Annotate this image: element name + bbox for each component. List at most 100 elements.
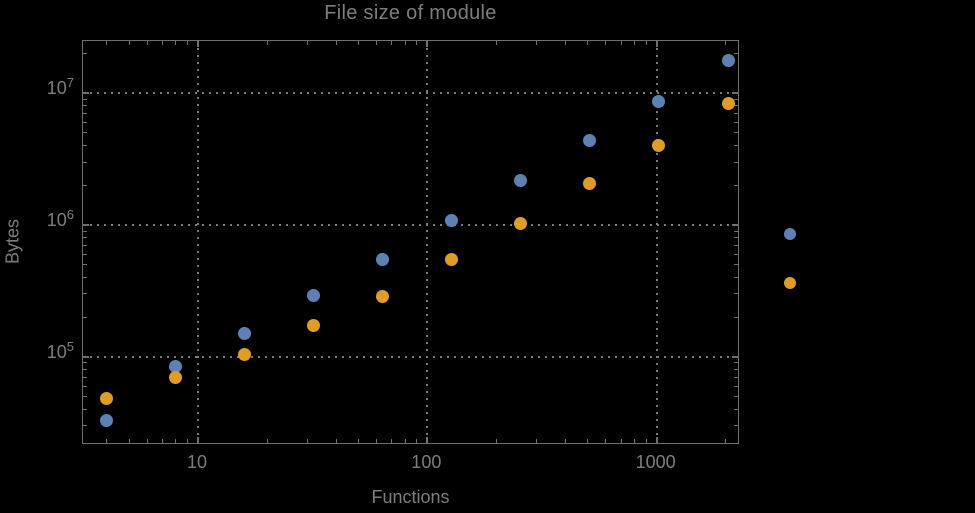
y-tick-minor [734,244,738,246]
x-tick-minor [106,439,108,443]
y-tick-minor [734,161,738,163]
y-tick-minor [734,362,738,364]
gridline-vertical [655,41,658,443]
y-tick-label: 105 [46,338,74,362]
y-tick-minor [83,184,87,186]
y-tick-minor [83,121,87,123]
x-tick-minor [633,439,635,443]
y-tick-minor [83,293,87,295]
y-tick-major [732,355,738,358]
x-tick-label: 100 [411,452,442,472]
y-tick-major [83,355,89,358]
y-axis-label: Bytes [2,218,23,265]
x-tick-major [655,437,658,443]
y-tick-minor [734,230,738,232]
data-point-orange [169,370,183,384]
y-tick-minor [83,253,87,255]
x-tick-minor [587,41,589,45]
x-tick-minor [106,41,108,45]
y-tick-minor [83,112,87,114]
data-point-blue [169,359,183,373]
data-point-blue [100,413,114,427]
x-tick-minor [416,439,418,443]
y-tick-major [83,223,89,226]
x-tick-minor [335,41,337,45]
data-point-orange [583,177,597,191]
x-tick-major [426,41,429,47]
x-tick-minor [146,41,148,45]
y-tick-minor [734,293,738,295]
y-tick-major [732,92,738,95]
x-tick-minor [404,439,406,443]
y-tick-minor [83,132,87,134]
y-tick-minor [734,316,738,318]
y-tick-minor [83,145,87,147]
data-point-blue [238,327,252,341]
legend-marker-orange [784,277,796,289]
x-tick-minor [564,439,566,443]
x-tick-minor [725,41,727,45]
x-tick-minor [357,439,359,443]
gridline-horizontal [83,223,738,226]
y-tick-minor [83,237,87,239]
x-tick-minor [175,41,177,45]
y-tick-minor [734,369,738,371]
y-tick-minor [83,264,87,266]
y-tick-minor [83,98,87,100]
data-point-blue [376,253,390,267]
data-point-blue [721,54,735,68]
data-point-orange [721,97,735,111]
legend-marker-blue [784,228,796,240]
y-tick-minor [734,376,738,378]
y-tick-minor [83,244,87,246]
x-tick-minor [162,41,164,45]
x-tick-minor [391,41,393,45]
data-point-blue [514,173,528,187]
y-tick-major [732,223,738,226]
y-tick-minor [83,376,87,378]
data-point-orange [445,253,459,267]
x-tick-minor [416,41,418,45]
data-point-orange [376,290,390,304]
plot-area [82,40,739,444]
x-tick-minor [375,41,377,45]
y-tick-minor [734,253,738,255]
y-tick-minor [734,112,738,114]
x-tick-minor [536,439,538,443]
chart-title: File size of module [324,2,497,24]
x-tick-minor [128,41,130,45]
y-tick-minor [83,369,87,371]
data-point-orange [652,138,666,152]
data-point-orange [100,392,114,406]
y-tick-minor [734,121,738,123]
y-tick-minor [734,184,738,186]
y-tick-minor [734,237,738,239]
x-tick-minor [335,439,337,443]
y-tick-minor [734,396,738,398]
x-tick-minor [605,41,607,45]
x-tick-major [655,41,658,47]
x-tick-minor [391,439,393,443]
x-tick-minor [495,41,497,45]
x-tick-minor [175,439,177,443]
x-tick-minor [128,439,130,443]
x-tick-label: 1000 [635,452,676,472]
y-tick-minor [83,396,87,398]
gridline-vertical [197,41,200,443]
y-tick-minor [734,132,738,134]
data-point-orange [514,216,528,230]
y-tick-minor [83,276,87,278]
data-point-blue [583,133,597,147]
data-point-blue [652,94,666,108]
y-tick-minor [734,425,738,427]
x-tick-minor [187,41,189,45]
x-tick-minor [564,41,566,45]
y-tick-minor [734,105,738,107]
y-tick-minor [83,362,87,364]
y-tick-minor [83,161,87,163]
y-tick-minor [83,105,87,107]
x-tick-minor [495,439,497,443]
y-tick-minor [83,408,87,410]
y-tick-minor [734,98,738,100]
